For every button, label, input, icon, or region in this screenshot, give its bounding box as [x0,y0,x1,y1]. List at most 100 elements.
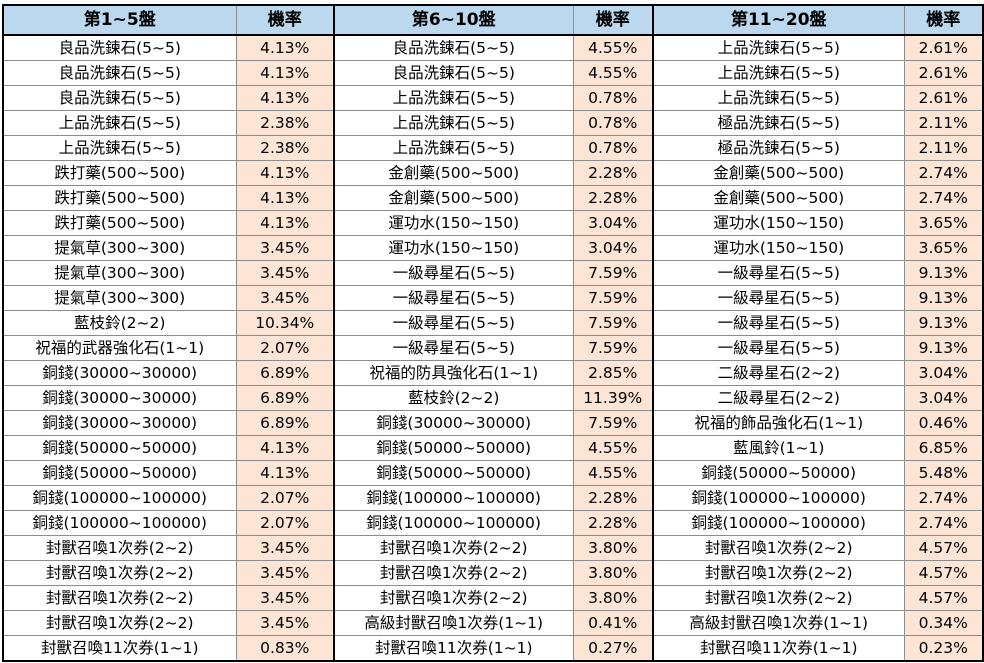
cell-item-6-10: 上品洗鍊石(5~5) [333,135,574,161]
table-row: 提氣草(300~300) 3.45% 運功水(150~150) 3.04% 運功水(15… [2,235,984,261]
cell-rate-11-20: 2.11% [903,135,984,161]
cell-rate-6-10: 3.04% [572,235,654,261]
cell-item-6-10: 良品洗鍊石(5~5) [333,60,574,86]
cell-item-11-20: 一級尋星石(5~5) [652,335,905,361]
cell-item-1-5: 跌打藥(500~500) [2,160,237,186]
table-row: 祝福的武器強化石(1~1) 2.07% 一級尋星石(5~5) 7.59% 一級尋星石(5… [2,335,984,361]
cell-item-1-5: 封獸召喚11次券(1~1) [2,635,237,662]
cell-rate-1-5: 3.45% [235,585,335,611]
table-row: 銅錢(50000~50000) 4.13% 銅錢(50000~50000) 4.55%… [2,435,984,461]
cell-rate-1-5: 3.45% [235,610,335,636]
cell-rate-11-20: 2.74% [903,510,984,536]
cell-rate-1-5: 2.38% [235,135,335,161]
cell-item-11-20: 銅錢(100000~100000) [652,510,905,536]
cell-item-1-5: 銅錢(50000~50000) [2,435,237,461]
cell-item-1-5: 提氣草(300~300) [2,260,237,286]
table-row: 銅錢(30000~30000) 6.89% 藍枝鈴(2~2) 11.39% 二級尋星石(… [2,385,984,411]
cell-item-1-5: 良品洗鍊石(5~5) [2,34,237,61]
cell-rate-6-10: 0.41% [572,610,654,636]
cell-item-6-10: 一級尋星石(5~5) [333,335,574,361]
cell-item-6-10: 銅錢(100000~100000) [333,510,574,536]
cell-rate-11-20: 2.11% [903,110,984,136]
cell-item-6-10: 銅錢(50000~50000) [333,435,574,461]
cell-item-1-5: 銅錢(30000~30000) [2,410,237,436]
cell-item-11-20: 一級尋星石(5~5) [652,285,905,311]
cell-item-1-5: 良品洗鍊石(5~5) [2,60,237,86]
cell-rate-6-10: 11.39% [572,385,654,411]
cell-rate-11-20: 2.74% [903,485,984,511]
cell-rate-11-20: 0.23% [903,635,984,662]
cell-item-11-20: 封獸召喚1次券(2~2) [652,585,905,611]
table-row: 封獸召喚1次券(2~2) 3.45% 封獸召喚1次券(2~2) 3.80% 封獸召喚1次… [2,535,984,561]
table-row: 銅錢(100000~100000) 2.07% 銅錢(100000~100000) 2… [2,485,984,511]
cell-rate-1-5: 4.13% [235,34,335,61]
cell-item-11-20: 上品洗鍊石(5~5) [652,85,905,111]
cell-item-1-5: 上品洗鍊石(5~5) [2,135,237,161]
cell-item-6-10: 運功水(150~150) [333,210,574,236]
cell-item-11-20: 銅錢(50000~50000) [652,460,905,486]
cell-rate-6-10: 0.27% [572,635,654,662]
cell-rate-6-10: 4.55% [572,435,654,461]
header-rounds-1-5: 第1~5盤 [2,4,237,36]
cell-item-1-5: 跌打藥(500~500) [2,210,237,236]
cell-rate-1-5: 4.13% [235,160,335,186]
cell-rate-11-20: 6.85% [903,435,984,461]
table-row: 銅錢(30000~30000) 6.89% 銅錢(30000~30000) 7.59%… [2,410,984,436]
cell-rate-1-5: 3.45% [235,285,335,311]
cell-rate-6-10: 3.80% [572,535,654,561]
table-row: 藍枝鈴(2~2) 10.34% 一級尋星石(5~5) 7.59% 一級尋星石(5~5) 9… [2,310,984,336]
cell-item-11-20: 封獸召喚11次券(1~1) [652,635,905,662]
cell-item-1-5: 提氣草(300~300) [2,235,237,261]
cell-rate-1-5: 4.13% [235,85,335,111]
cell-rate-11-20: 0.34% [903,610,984,636]
cell-rate-1-5: 4.13% [235,435,335,461]
table-row: 封獸召喚1次券(2~2) 3.45% 封獸召喚1次券(2~2) 3.80% 封獸召喚1次… [2,585,984,611]
cell-item-11-20: 金創藥(500~500) [652,160,905,186]
header-rate-1: 機率 [235,4,335,36]
cell-item-11-20: 二級尋星石(2~2) [652,360,905,386]
cell-item-1-5: 提氣草(300~300) [2,285,237,311]
cell-rate-11-20: 4.57% [903,560,984,586]
cell-rate-11-20: 3.04% [903,360,984,386]
cell-item-1-5: 藍枝鈴(2~2) [2,310,237,336]
cell-rate-1-5: 2.07% [235,335,335,361]
table-row: 封獸召喚1次券(2~2) 3.45% 高級封獸召喚1次券(1~1) 0.41% 高級封獸… [2,610,984,636]
cell-rate-6-10: 0.78% [572,110,654,136]
table-row: 上品洗鍊石(5~5) 2.38% 上品洗鍊石(5~5) 0.78% 極品洗鍊石(5~5)… [2,110,984,136]
cell-rate-11-20: 5.48% [903,460,984,486]
cell-rate-6-10: 0.78% [572,135,654,161]
cell-item-11-20: 一級尋星石(5~5) [652,310,905,336]
table-row: 銅錢(100000~100000) 2.07% 銅錢(100000~100000) 2… [2,510,984,536]
cell-item-1-5: 祝福的武器強化石(1~1) [2,335,237,361]
cell-rate-6-10: 4.55% [572,60,654,86]
cell-rate-6-10: 4.55% [572,34,654,61]
cell-rate-1-5: 4.13% [235,60,335,86]
cell-item-1-5: 封獸召喚1次券(2~2) [2,585,237,611]
cell-rate-1-5: 2.07% [235,510,335,536]
cell-item-6-10: 上品洗鍊石(5~5) [333,85,574,111]
cell-item-1-5: 封獸召喚1次券(2~2) [2,610,237,636]
cell-item-6-10: 金創藥(500~500) [333,185,574,211]
cell-item-11-20: 祝福的飾品強化石(1~1) [652,410,905,436]
cell-rate-1-5: 3.45% [235,535,335,561]
cell-item-11-20: 金創藥(500~500) [652,185,905,211]
cell-item-11-20: 極品洗鍊石(5~5) [652,110,905,136]
cell-rate-11-20: 9.13% [903,335,984,361]
cell-rate-11-20: 9.13% [903,260,984,286]
cell-rate-6-10: 3.80% [572,585,654,611]
cell-item-6-10: 封獸召喚11次券(1~1) [333,635,574,662]
cell-rate-11-20: 3.04% [903,385,984,411]
cell-rate-6-10: 7.59% [572,335,654,361]
cell-item-6-10: 銅錢(50000~50000) [333,460,574,486]
table-row: 提氣草(300~300) 3.45% 一級尋星石(5~5) 7.59% 一級尋星石(5~… [2,260,984,286]
table-row: 良品洗鍊石(5~5) 4.13% 良品洗鍊石(5~5) 4.55% 上品洗鍊石(5~5)… [2,60,984,86]
cell-item-1-5: 封獸召喚1次券(2~2) [2,560,237,586]
table-row: 封獸召喚1次券(2~2) 3.45% 封獸召喚1次券(2~2) 3.80% 封獸召喚1次… [2,560,984,586]
cell-rate-1-5: 2.38% [235,110,335,136]
cell-item-11-20: 銅錢(100000~100000) [652,485,905,511]
cell-rate-11-20: 4.57% [903,585,984,611]
cell-item-1-5: 良品洗鍊石(5~5) [2,85,237,111]
cell-rate-1-5: 3.45% [235,235,335,261]
cell-item-1-5: 銅錢(30000~30000) [2,360,237,386]
header-rate-2: 機率 [572,4,654,36]
